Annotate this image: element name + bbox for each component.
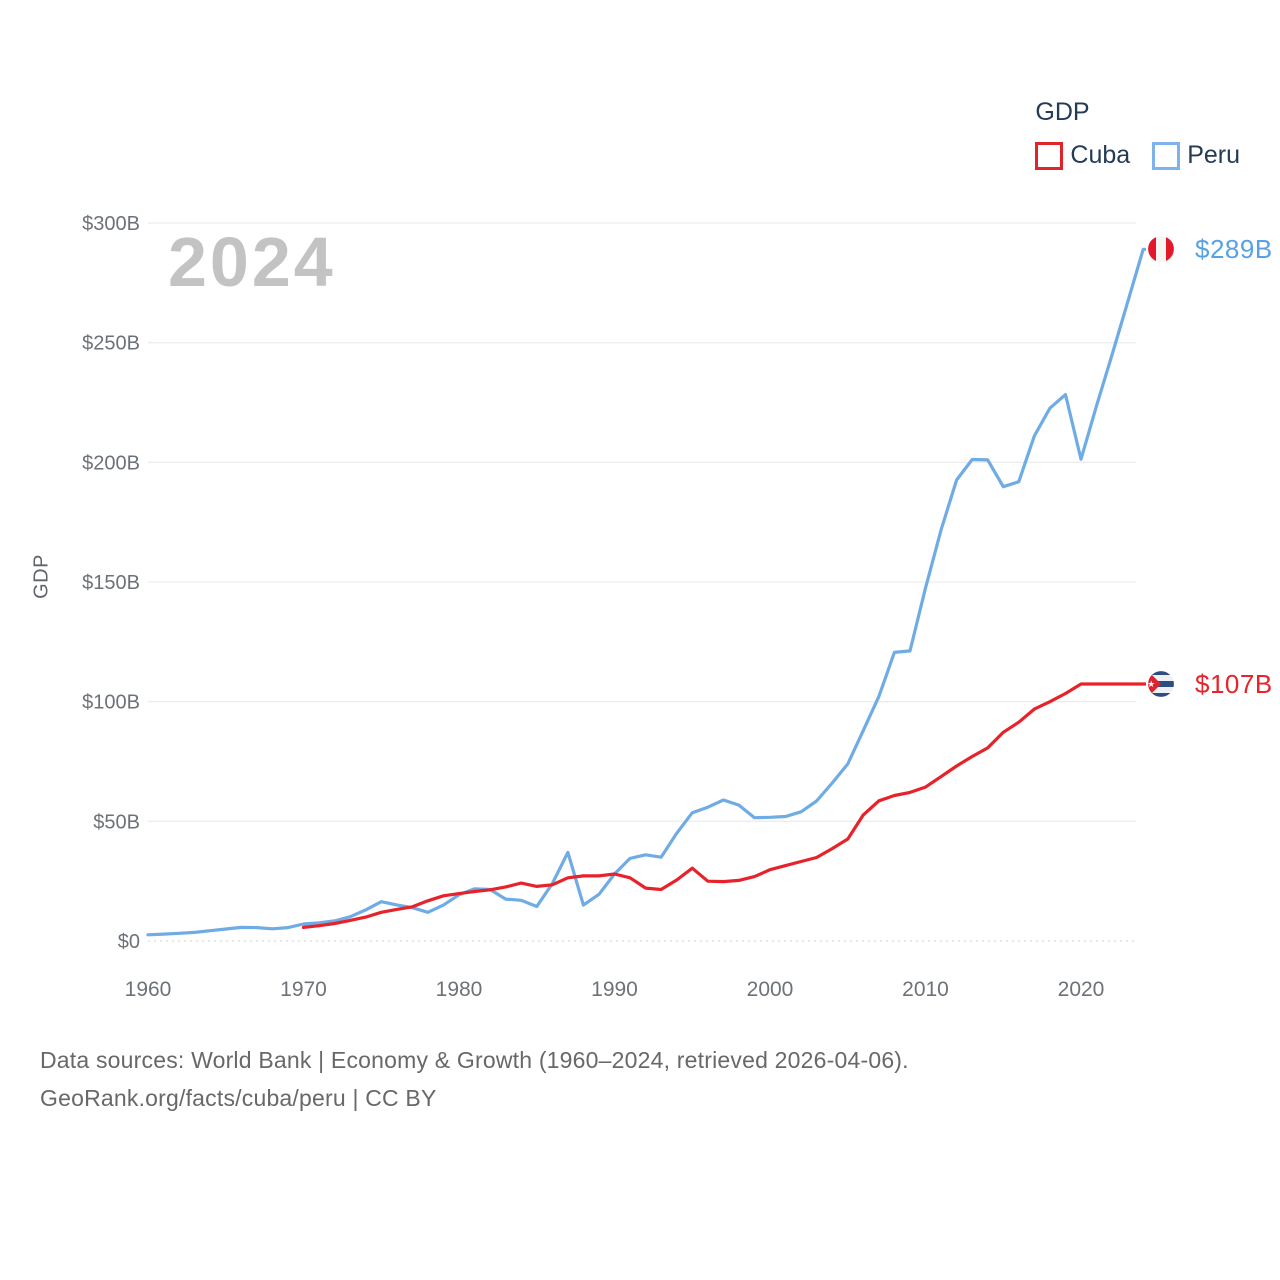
y-axis-title: GDP xyxy=(30,554,53,599)
peru-end-label: $289B xyxy=(1146,234,1273,264)
svg-text:$300B: $300B xyxy=(82,213,140,235)
svg-text:2000: 2000 xyxy=(747,978,794,1001)
legend-label-peru: Peru xyxy=(1187,141,1240,169)
legend-item-cuba[interactable]: Cuba xyxy=(1035,141,1130,170)
cuba-end-value: $107B xyxy=(1195,668,1273,699)
svg-text:$50B: $50B xyxy=(93,811,140,833)
cuba-end-label: ★ $107B xyxy=(1146,669,1273,699)
cuba-swatch-icon xyxy=(1035,141,1064,170)
year-watermark: 2024 xyxy=(168,223,336,301)
svg-text:$0: $0 xyxy=(118,931,140,953)
svg-text:1980: 1980 xyxy=(436,978,483,1001)
svg-text:2010: 2010 xyxy=(902,978,949,1001)
svg-text:$200B: $200B xyxy=(82,452,140,474)
legend-title: GDP xyxy=(1035,98,1090,126)
peru-end-value: $289B xyxy=(1195,233,1273,264)
svg-text:★: ★ xyxy=(1147,680,1155,690)
svg-text:1960: 1960 xyxy=(125,978,172,1001)
legend-item-peru[interactable]: Peru xyxy=(1152,141,1240,170)
svg-text:$100B: $100B xyxy=(82,692,140,714)
svg-text:2020: 2020 xyxy=(1058,978,1105,1001)
cuba-flag-icon: ★ xyxy=(1146,669,1176,699)
peru-flag-icon xyxy=(1146,234,1176,264)
svg-text:$150B: $150B xyxy=(82,572,140,594)
svg-text:1970: 1970 xyxy=(280,978,327,1001)
legend-items: Cuba Peru xyxy=(1035,141,1240,170)
data-sources-line: Data sources: World Bank | Economy & Gro… xyxy=(40,1047,909,1073)
chart-legend: GDP Cuba Peru xyxy=(1035,98,1240,170)
svg-text:$250B: $250B xyxy=(82,333,140,355)
legend-label-cuba: Cuba xyxy=(1070,141,1131,169)
peru-swatch-icon xyxy=(1152,141,1181,170)
attribution-line: GeoRank.org/facts/cuba/peru | CC BY xyxy=(40,1085,437,1111)
svg-text:1990: 1990 xyxy=(591,978,638,1001)
